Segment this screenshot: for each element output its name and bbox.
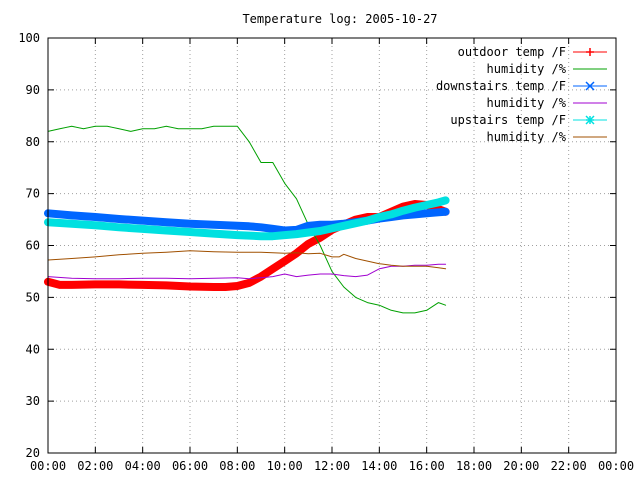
- legend-label: upstairs temp /F: [450, 113, 566, 127]
- x-axis: 00:00 02:00 04:00 06:00 08:00 10:00 12:00 14:00…: [30, 38, 634, 473]
- series-line-5: [44, 196, 450, 241]
- chart-title: Temperature log: 2005-10-27: [242, 12, 437, 26]
- legend-label: downstairs temp /F: [436, 79, 566, 93]
- y-tick-label: 80: [26, 135, 40, 149]
- legend-marker: [585, 81, 595, 91]
- x-tick-label: 00:00: [598, 459, 634, 473]
- plot-frame: [47, 37, 617, 454]
- legend-marker: [585, 115, 595, 125]
- y-tick-label: 20: [26, 446, 40, 460]
- chart-series: [44, 125, 450, 314]
- y-tick-label: 40: [26, 342, 40, 356]
- x-tick-label: 18:00: [456, 459, 492, 473]
- series-line-6: [47, 250, 447, 270]
- y-tick-label: 50: [26, 290, 40, 304]
- series-line-4: [47, 263, 447, 280]
- y-tick-label: 70: [26, 187, 40, 201]
- y-axis: 20 30 40 50 60 70 80 90 100: [18, 31, 616, 460]
- x-tick-label: 16:00: [409, 459, 445, 473]
- legend-label: humidity /%: [487, 62, 567, 76]
- y-tick-label: 100: [18, 31, 40, 45]
- x-tick-label: 02:00: [77, 459, 113, 473]
- series-line-2: [47, 125, 447, 314]
- legend-label: humidity /%: [487, 96, 567, 110]
- chart-legend: outdoor temp /F humidity /% downstairs tem…: [436, 45, 607, 144]
- x-tick-label: 04:00: [125, 459, 161, 473]
- x-tick-label: 00:00: [30, 459, 66, 473]
- y-tick-label: 30: [26, 394, 40, 408]
- x-tick-label: 14:00: [361, 459, 397, 473]
- x-tick-label: 10:00: [267, 459, 303, 473]
- y-tick-label: 60: [26, 239, 40, 253]
- x-tick-label: 20:00: [503, 459, 539, 473]
- x-tick-label: 08:00: [219, 459, 255, 473]
- legend-label: outdoor temp /F: [458, 45, 566, 59]
- legend-label: humidity /%: [487, 130, 567, 144]
- x-tick-label: 12:00: [314, 459, 350, 473]
- y-tick-label: 90: [26, 83, 40, 97]
- x-tick-label: 22:00: [551, 459, 587, 473]
- chart-grid: [48, 38, 616, 453]
- x-tick-label: 06:00: [172, 459, 208, 473]
